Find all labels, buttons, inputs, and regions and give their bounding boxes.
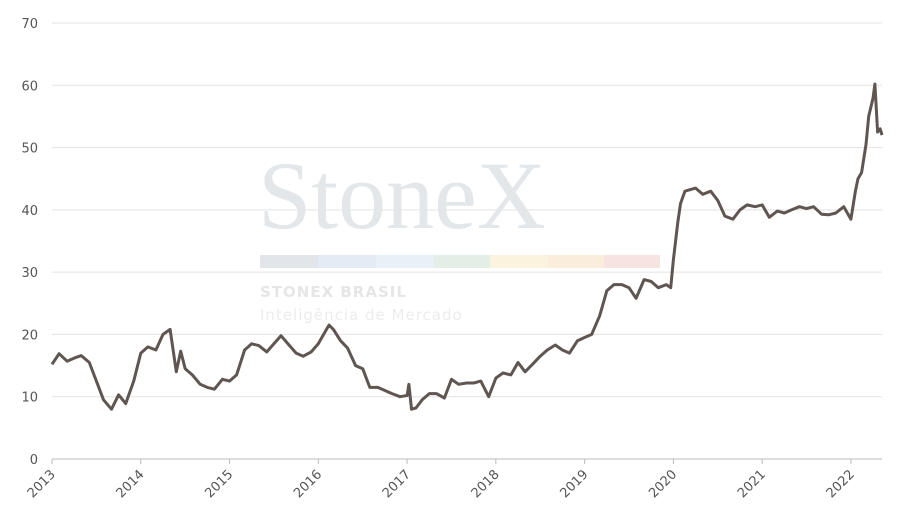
watermark-brand: StoneX xyxy=(258,142,546,249)
y-tick-label: 40 xyxy=(21,204,38,219)
x-tick-label: 2019 xyxy=(557,467,591,501)
y-tick-label: 0 xyxy=(30,453,38,468)
stripe xyxy=(548,255,604,268)
x-tick-label: 2022 xyxy=(824,467,858,501)
y-tick-label: 60 xyxy=(21,79,38,94)
x-tick-label: 2020 xyxy=(646,467,680,501)
y-tick-label: 10 xyxy=(21,391,38,406)
stripe xyxy=(376,255,434,268)
watermark-tagline: Inteligência de Mercado xyxy=(260,306,463,324)
y-tick-label: 20 xyxy=(21,328,38,343)
x-tick-label: 2016 xyxy=(291,467,325,501)
x-tick-label: 2015 xyxy=(202,467,236,501)
y-tick-label: 30 xyxy=(21,266,38,281)
x-tick-label: 2021 xyxy=(735,467,769,501)
stripe xyxy=(434,255,490,268)
watermark: StoneX STONEX BRASIL Inteligência de Mer… xyxy=(258,142,660,324)
grid xyxy=(52,22,882,460)
watermark-company: STONEX BRASIL xyxy=(260,283,407,301)
stripe xyxy=(604,255,660,268)
y-tick-label: 70 xyxy=(21,17,38,32)
stripe xyxy=(260,255,318,268)
x-tick-label: 2013 xyxy=(25,467,59,501)
stripe xyxy=(318,255,376,268)
x-tick-label: 2014 xyxy=(114,467,148,501)
y-tick-label: 50 xyxy=(21,142,38,157)
data-line xyxy=(50,82,884,411)
x-tick-label: 2017 xyxy=(380,467,414,501)
stripe xyxy=(490,255,548,268)
x-tick-label: 2018 xyxy=(469,467,503,501)
